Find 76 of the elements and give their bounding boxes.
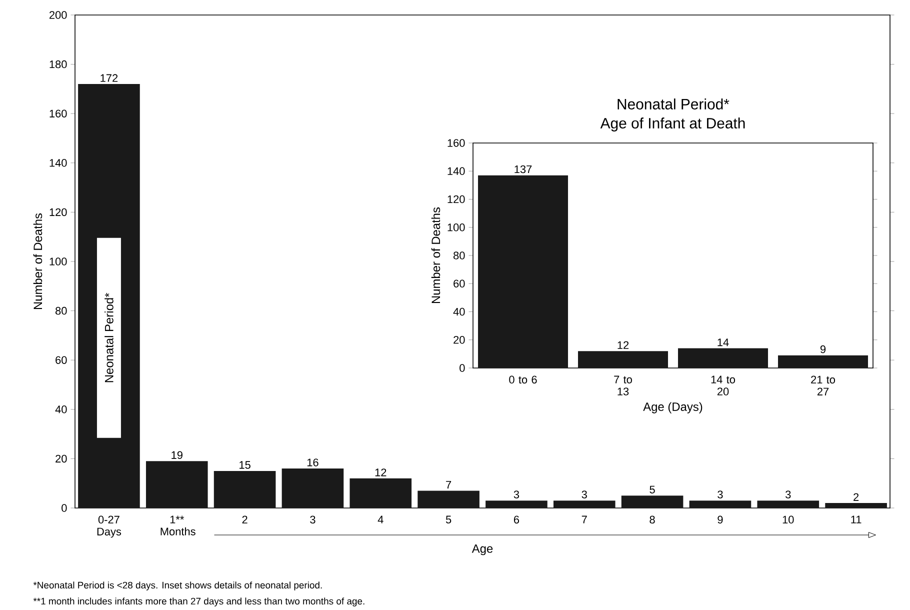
data-label: 15 [240,461,250,469]
bar [678,348,768,368]
data-label: 5 [650,486,655,494]
y-tick-label: 60 [56,356,67,364]
data-label: 12 [618,341,629,349]
text: **1 month includes infants more than 27 days and less than two months of age. [33,598,364,606]
x-tick-label: 3 [310,516,316,524]
x-tick-label: 9 [718,516,723,524]
bar [486,500,548,508]
x-axis-title: Age [472,544,493,556]
data-label: 3 [786,490,791,498]
x-tick-label: 0-27 Days [97,516,122,538]
bar [350,478,412,508]
bar [578,351,668,368]
y-tick-label: 80 [454,252,465,260]
y-tick-label: 0 [460,364,465,372]
data-label: 16 [307,458,318,466]
y-tick-label: 140 [50,159,67,167]
x-tick-label: 11 [851,516,862,524]
x-tick-label: 2 [242,516,248,524]
text: *Neonatal Period is <28 days. Inset shows details of neonatal period. [33,582,322,590]
data-label: 137 [514,165,532,174]
data-label: 14 [718,338,729,346]
y-tick-label: 60 [454,280,465,288]
y-axis-title: Number of Deaths [33,213,42,310]
y-tick-label: 120 [448,195,465,204]
chart-subtitle: Age of Infant at Death [600,118,745,132]
y-tick-label: 100 [50,258,67,266]
x-tick-label: 21 to 27 [811,376,836,396]
y-axis-title: Number of Deaths [431,207,440,304]
data-label: 9 [820,345,826,354]
chart-title: Neonatal Period* [618,98,730,110]
bar [214,471,276,508]
x-tick-label: 10 [782,516,794,524]
x-tick-label: 14 to 20 [711,376,736,396]
y-tick-label: 140 [448,167,465,175]
x-tick-label: 4 [378,516,384,524]
y-tick-label: 180 [50,60,67,68]
bar [621,496,684,508]
annotation: Neonatal Period* [104,292,114,382]
x-tick-label: 0 to 6 [509,376,537,384]
y-tick-label: 160 [448,139,465,147]
data-label: 19 [172,451,182,459]
y-tick-label: 80 [56,306,67,315]
y-tick-label: 120 [50,208,67,216]
data-label: 172 [100,74,118,82]
bar [689,500,752,508]
x-axis-title: Age (Days) [643,402,702,414]
bar [757,500,820,508]
data-label: 2 [854,493,859,501]
x-tick-label: 1** Months [160,516,196,536]
bar [778,355,868,368]
y-tick-label: 40 [453,308,465,316]
y-tick-label: 20 [56,454,67,463]
data-label: 3 [514,490,520,498]
data-label: 12 [375,468,386,476]
bar [553,500,616,508]
data-label: 3 [582,490,587,498]
y-tick-label: 0 [62,504,67,512]
y-tick-label: 160 [50,110,67,118]
x-tick-label: 5 [446,516,452,524]
x-tick-label: 7 to 13 [614,376,632,396]
x-tick-label: 6 [514,516,520,524]
y-tick-label: 20 [454,336,465,344]
data-label: 3 [718,490,723,498]
x-tick-label: 7 [582,516,587,524]
y-tick-label: 40 [55,406,67,414]
y-tick-label: 100 [448,223,465,232]
bar [282,468,344,508]
bar [825,503,887,508]
bar [146,461,208,508]
bar [418,490,480,508]
y-tick-label: 200 [50,11,67,19]
data-label: 7 [446,481,452,489]
x-tick-label: 8 [650,516,655,524]
bar [478,175,568,368]
